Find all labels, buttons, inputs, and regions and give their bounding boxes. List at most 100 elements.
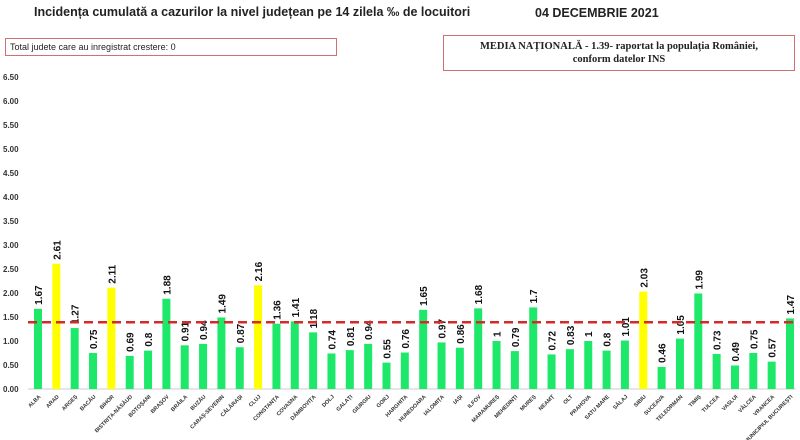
bar [272, 323, 281, 389]
x-tick-label: NEAMȚ [538, 394, 557, 413]
bar [419, 309, 428, 389]
data-label: 0.74 [327, 330, 338, 350]
x-tick-label: DOLJ [321, 394, 336, 409]
data-label: 0.94 [199, 320, 210, 340]
bar [107, 287, 116, 389]
x-tick-label: MUREȘ [519, 394, 538, 413]
data-label: 0.86 [456, 324, 467, 344]
data-label: 1.18 [309, 308, 320, 328]
bar [749, 353, 758, 389]
data-label: 0.75 [89, 329, 100, 349]
y-tick-label: 2.50 [3, 265, 19, 274]
national-average-line2: conform datelor INS [572, 54, 666, 65]
data-label: 2.11 [107, 264, 118, 283]
data-label: 0.46 [658, 343, 669, 363]
bar [529, 307, 538, 389]
y-tick-label: 0.50 [3, 361, 19, 370]
bar [786, 318, 794, 389]
bar [547, 354, 556, 389]
bar [327, 353, 336, 389]
x-tick-label: ARGEȘ [61, 394, 79, 412]
data-label: 0.69 [126, 332, 137, 352]
data-label: 1.49 [217, 294, 228, 314]
increase-count-box: Total judete care au inregistrat crester… [5, 38, 337, 56]
data-label: 1.47 [786, 295, 797, 315]
data-label: 1 [584, 331, 595, 337]
y-tick-label: 5.00 [3, 145, 19, 154]
bar [492, 341, 501, 389]
bar [52, 263, 61, 389]
bar [584, 341, 593, 389]
chart-date: 04 DECEMBRIE 2021 [535, 6, 659, 20]
bar [364, 343, 373, 389]
bar [565, 349, 574, 389]
data-label: 1.36 [272, 300, 283, 320]
data-label: 0.72 [548, 331, 559, 351]
bar [675, 338, 684, 389]
bar [345, 350, 354, 389]
data-label: 0.8 [144, 332, 155, 346]
bar [70, 328, 79, 389]
data-label: 0.94 [364, 320, 375, 340]
data-label: 2.03 [639, 268, 650, 288]
y-tick-label: 3.00 [3, 241, 19, 250]
bar [125, 355, 134, 389]
bar [510, 351, 519, 389]
data-label: 1.7 [529, 289, 540, 303]
bar [657, 366, 666, 389]
x-tick-label: BRĂILA [170, 393, 190, 413]
data-label: 0.55 [382, 339, 393, 359]
bar [602, 350, 611, 389]
data-label: 1.27 [71, 304, 82, 324]
x-tick-label: SĂLAJ [612, 393, 630, 411]
y-tick-label: 4.00 [3, 193, 19, 202]
national-average-box: MEDIA NAȚIONALĂ - 1.39- raportat la popu… [443, 35, 795, 71]
data-label: 1 [493, 331, 504, 337]
bar [34, 308, 42, 389]
bar [730, 365, 739, 389]
y-tick-label: 6.50 [3, 73, 19, 82]
x-tick-label: ARAD [45, 394, 60, 409]
x-tick-label: GORJ [376, 394, 391, 409]
data-label: 0.87 [236, 323, 247, 343]
bar [235, 347, 244, 389]
bar [180, 345, 189, 389]
y-tick-label: 5.50 [3, 121, 19, 130]
bar [712, 353, 721, 389]
x-tick-label: TULCEA [701, 394, 721, 414]
data-label: 0.8 [603, 332, 614, 346]
y-tick-label: 4.50 [3, 169, 19, 178]
x-tick-label: ILFOV [467, 394, 483, 410]
x-tick-label: CLUJ [248, 394, 262, 408]
x-tick-label: ALBA [27, 394, 42, 409]
national-average-line1: MEDIA NAȚIONALĂ - 1.39- raportat la popu… [480, 41, 758, 52]
data-label: 1.68 [474, 284, 485, 304]
data-label: 1.65 [419, 286, 430, 306]
x-tick-label: OLT [563, 394, 575, 406]
data-label: 1.41 [291, 297, 302, 317]
data-label: 2.61 [52, 240, 63, 260]
data-label: 0.79 [511, 327, 522, 347]
bar [199, 343, 208, 389]
bar [382, 362, 391, 389]
data-label: 0.91 [181, 321, 192, 341]
x-tick-label: SIBIU [633, 394, 648, 409]
bar [162, 298, 171, 389]
data-label: 1.67 [34, 285, 45, 305]
x-tick-label: BUZĂU [189, 393, 208, 412]
bar [620, 340, 629, 389]
y-tick-label: 1.50 [3, 313, 19, 322]
bar [455, 347, 464, 389]
data-label: 0.97 [438, 319, 449, 339]
x-tick-label: BIHOR [99, 394, 116, 411]
bar [400, 352, 409, 389]
data-label: 2.16 [254, 261, 265, 281]
bar [89, 353, 98, 389]
bar [144, 350, 153, 389]
x-tick-label: GIURGIU [352, 394, 373, 415]
bar [474, 308, 483, 389]
data-label: 0.76 [401, 329, 412, 349]
bar [639, 291, 648, 389]
bar [254, 285, 263, 389]
